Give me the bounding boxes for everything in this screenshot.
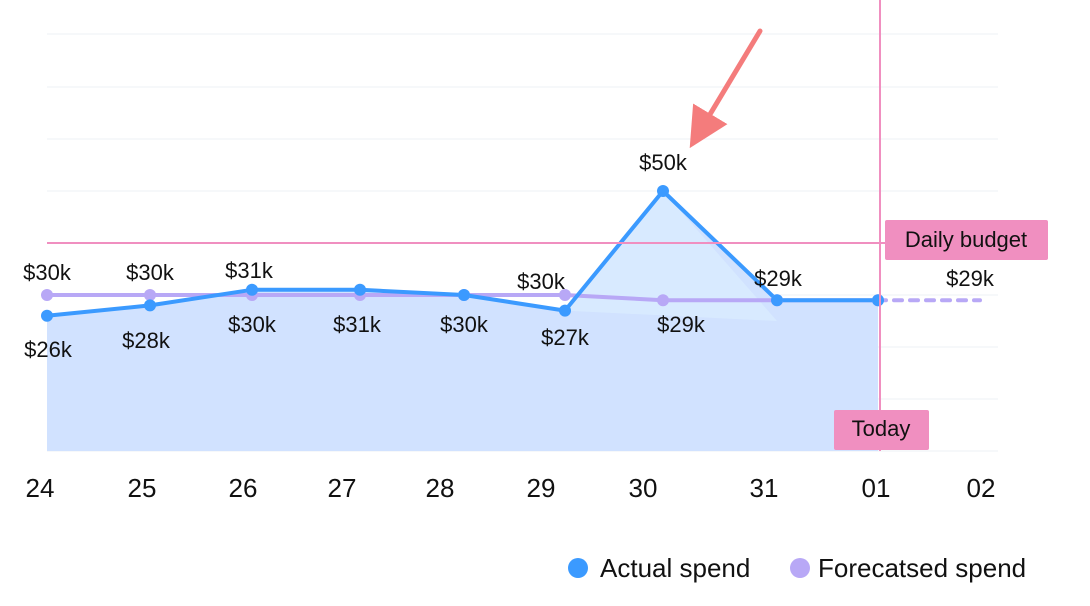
x-tick-label: 26: [229, 473, 258, 503]
x-tick-label: 25: [128, 473, 157, 503]
forecast-value-label: $30k: [228, 312, 277, 337]
peak-area: [565, 191, 777, 321]
actual-point: [246, 283, 258, 296]
actual-point: [872, 294, 884, 307]
x-tick-label: 28: [426, 473, 455, 503]
x-tick-label: 24: [26, 473, 55, 503]
actual-point: [41, 309, 53, 322]
forecast-point: [41, 289, 53, 301]
label-layer: $26k $28k $31k $31k $30k $27k $50k $29k $30k $30k…: [23, 150, 995, 362]
x-tick-label: 29: [527, 473, 556, 503]
daily-budget-badge: [885, 220, 1048, 260]
daily-budget-label: Daily budget: [905, 227, 1027, 252]
actual-value-label: $30k: [440, 312, 489, 337]
forecast-value-label: $30k: [517, 269, 566, 294]
actual-point: [559, 304, 571, 317]
annotation-layer: Daily budget Today: [47, 0, 1048, 451]
legend-actual-label: Actual spend: [600, 553, 750, 583]
forecast-value-label: $29k: [657, 312, 706, 337]
x-tick-label: 01: [862, 473, 891, 503]
axis-layer: 24 25 26 27 28 29 30 31 01 02: [26, 473, 996, 503]
x-tick-label: 02: [967, 473, 996, 503]
actual-value-label: $28k: [122, 328, 171, 353]
forecast-point: [657, 294, 669, 307]
actual-value-label: $31k: [225, 258, 274, 283]
forecast-value-label: $30k: [23, 260, 72, 285]
actual-value-label: $27k: [541, 325, 590, 350]
actual-point: [771, 294, 783, 307]
forecast-point: [144, 289, 156, 301]
forecast-value-label: $30k: [126, 260, 175, 285]
actual-point: [354, 283, 366, 296]
area-layer: [47, 191, 878, 451]
actual-value-label: $50k: [639, 150, 688, 175]
actual-value-label: $26k: [24, 337, 73, 362]
forecast-point: [559, 289, 571, 301]
actual-point: [657, 185, 669, 197]
x-tick-label: 30: [629, 473, 658, 503]
x-tick-label: 27: [328, 473, 357, 503]
today-label: Today: [852, 416, 911, 441]
actual-point: [458, 289, 470, 301]
actual-value-label: $29k: [754, 266, 803, 291]
forecast-value-label: $29k: [946, 266, 995, 291]
line-layer: [41, 185, 982, 322]
legend-actual-marker: [568, 558, 588, 578]
legend-forecast-label: Forecatsed spend: [818, 553, 1026, 583]
legend-layer: Actual spend Forecatsed spend: [568, 553, 1026, 583]
x-tick-label: 31: [750, 473, 779, 503]
peak-arrow: [689, 28, 763, 149]
actual-value-label: $31k: [333, 312, 382, 337]
legend-forecast-marker: [790, 558, 810, 578]
today-badge: [834, 410, 929, 450]
actual-point: [144, 299, 156, 312]
